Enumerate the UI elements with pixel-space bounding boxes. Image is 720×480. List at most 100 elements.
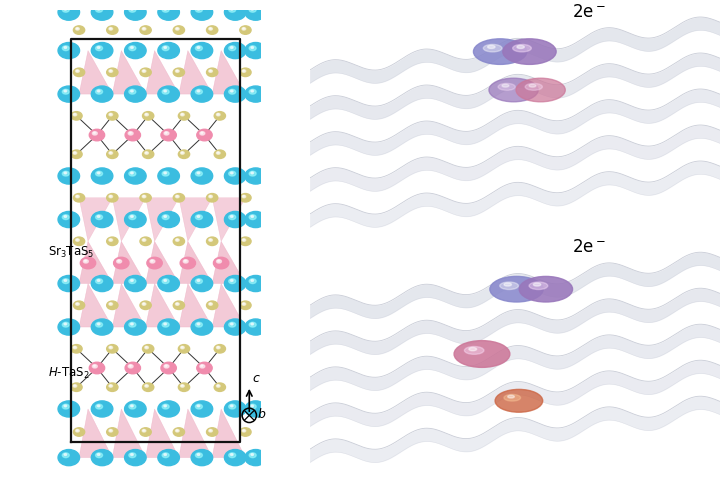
Ellipse shape: [125, 450, 146, 466]
Ellipse shape: [192, 4, 212, 20]
Ellipse shape: [94, 365, 96, 367]
Ellipse shape: [197, 279, 200, 281]
Ellipse shape: [245, 86, 266, 102]
Ellipse shape: [483, 45, 502, 52]
Ellipse shape: [74, 114, 76, 115]
Ellipse shape: [195, 89, 202, 94]
Ellipse shape: [176, 239, 178, 240]
Ellipse shape: [249, 89, 256, 94]
Polygon shape: [145, 241, 179, 284]
Ellipse shape: [76, 195, 79, 198]
Ellipse shape: [140, 428, 151, 436]
Ellipse shape: [230, 90, 233, 92]
Ellipse shape: [107, 112, 118, 120]
Ellipse shape: [229, 7, 235, 12]
Ellipse shape: [107, 383, 118, 391]
Ellipse shape: [110, 239, 111, 240]
Ellipse shape: [91, 43, 113, 59]
Polygon shape: [112, 409, 145, 457]
Ellipse shape: [164, 323, 166, 325]
Ellipse shape: [73, 428, 85, 436]
Ellipse shape: [76, 430, 79, 432]
Ellipse shape: [143, 345, 154, 353]
Polygon shape: [112, 241, 145, 284]
Ellipse shape: [217, 346, 220, 349]
Ellipse shape: [109, 152, 112, 154]
Ellipse shape: [92, 365, 97, 368]
Ellipse shape: [215, 150, 225, 158]
Ellipse shape: [64, 8, 67, 10]
Ellipse shape: [195, 215, 202, 219]
Ellipse shape: [162, 171, 169, 176]
Ellipse shape: [197, 362, 212, 374]
Ellipse shape: [192, 276, 212, 291]
Ellipse shape: [176, 27, 179, 30]
Ellipse shape: [243, 239, 244, 240]
Ellipse shape: [230, 323, 233, 325]
Ellipse shape: [158, 43, 179, 59]
Ellipse shape: [96, 7, 102, 12]
Ellipse shape: [464, 347, 484, 354]
Ellipse shape: [174, 301, 184, 310]
Ellipse shape: [164, 8, 166, 10]
Ellipse shape: [519, 276, 572, 302]
Ellipse shape: [242, 239, 246, 241]
Ellipse shape: [96, 89, 102, 94]
Ellipse shape: [142, 430, 146, 432]
Ellipse shape: [91, 401, 113, 417]
Ellipse shape: [107, 150, 118, 158]
Ellipse shape: [161, 362, 176, 374]
Ellipse shape: [225, 43, 246, 59]
Ellipse shape: [107, 193, 118, 202]
Polygon shape: [112, 50, 145, 94]
Ellipse shape: [197, 47, 200, 48]
Ellipse shape: [176, 195, 179, 198]
Ellipse shape: [110, 28, 111, 29]
Ellipse shape: [130, 365, 131, 367]
Ellipse shape: [469, 348, 477, 351]
Ellipse shape: [125, 401, 146, 417]
Ellipse shape: [197, 216, 200, 217]
Ellipse shape: [142, 27, 146, 30]
Ellipse shape: [130, 405, 133, 407]
Ellipse shape: [84, 260, 89, 263]
Ellipse shape: [225, 276, 246, 291]
Ellipse shape: [230, 279, 233, 281]
Ellipse shape: [76, 27, 79, 30]
Ellipse shape: [110, 303, 111, 304]
Ellipse shape: [143, 28, 145, 29]
Ellipse shape: [164, 90, 166, 92]
Ellipse shape: [129, 322, 136, 327]
Ellipse shape: [195, 279, 202, 284]
Ellipse shape: [164, 132, 169, 135]
Ellipse shape: [164, 47, 166, 48]
Polygon shape: [212, 241, 246, 284]
Polygon shape: [179, 50, 212, 94]
Ellipse shape: [192, 450, 212, 466]
Ellipse shape: [73, 193, 85, 202]
Ellipse shape: [201, 365, 203, 367]
Ellipse shape: [73, 68, 85, 76]
Ellipse shape: [181, 114, 183, 115]
Ellipse shape: [129, 404, 136, 409]
Ellipse shape: [74, 385, 76, 386]
Polygon shape: [145, 198, 179, 241]
Ellipse shape: [76, 303, 78, 304]
Ellipse shape: [73, 237, 85, 245]
Ellipse shape: [197, 323, 200, 325]
Ellipse shape: [251, 279, 253, 281]
Ellipse shape: [89, 129, 104, 141]
Ellipse shape: [195, 404, 202, 409]
Ellipse shape: [195, 7, 202, 12]
Ellipse shape: [164, 454, 166, 456]
Ellipse shape: [230, 8, 233, 10]
Ellipse shape: [143, 303, 145, 304]
Ellipse shape: [209, 195, 212, 198]
Ellipse shape: [125, 86, 146, 102]
Ellipse shape: [76, 70, 79, 72]
Ellipse shape: [217, 113, 220, 116]
Ellipse shape: [58, 450, 79, 466]
Ellipse shape: [109, 70, 112, 72]
Ellipse shape: [130, 323, 133, 325]
Ellipse shape: [145, 347, 147, 348]
